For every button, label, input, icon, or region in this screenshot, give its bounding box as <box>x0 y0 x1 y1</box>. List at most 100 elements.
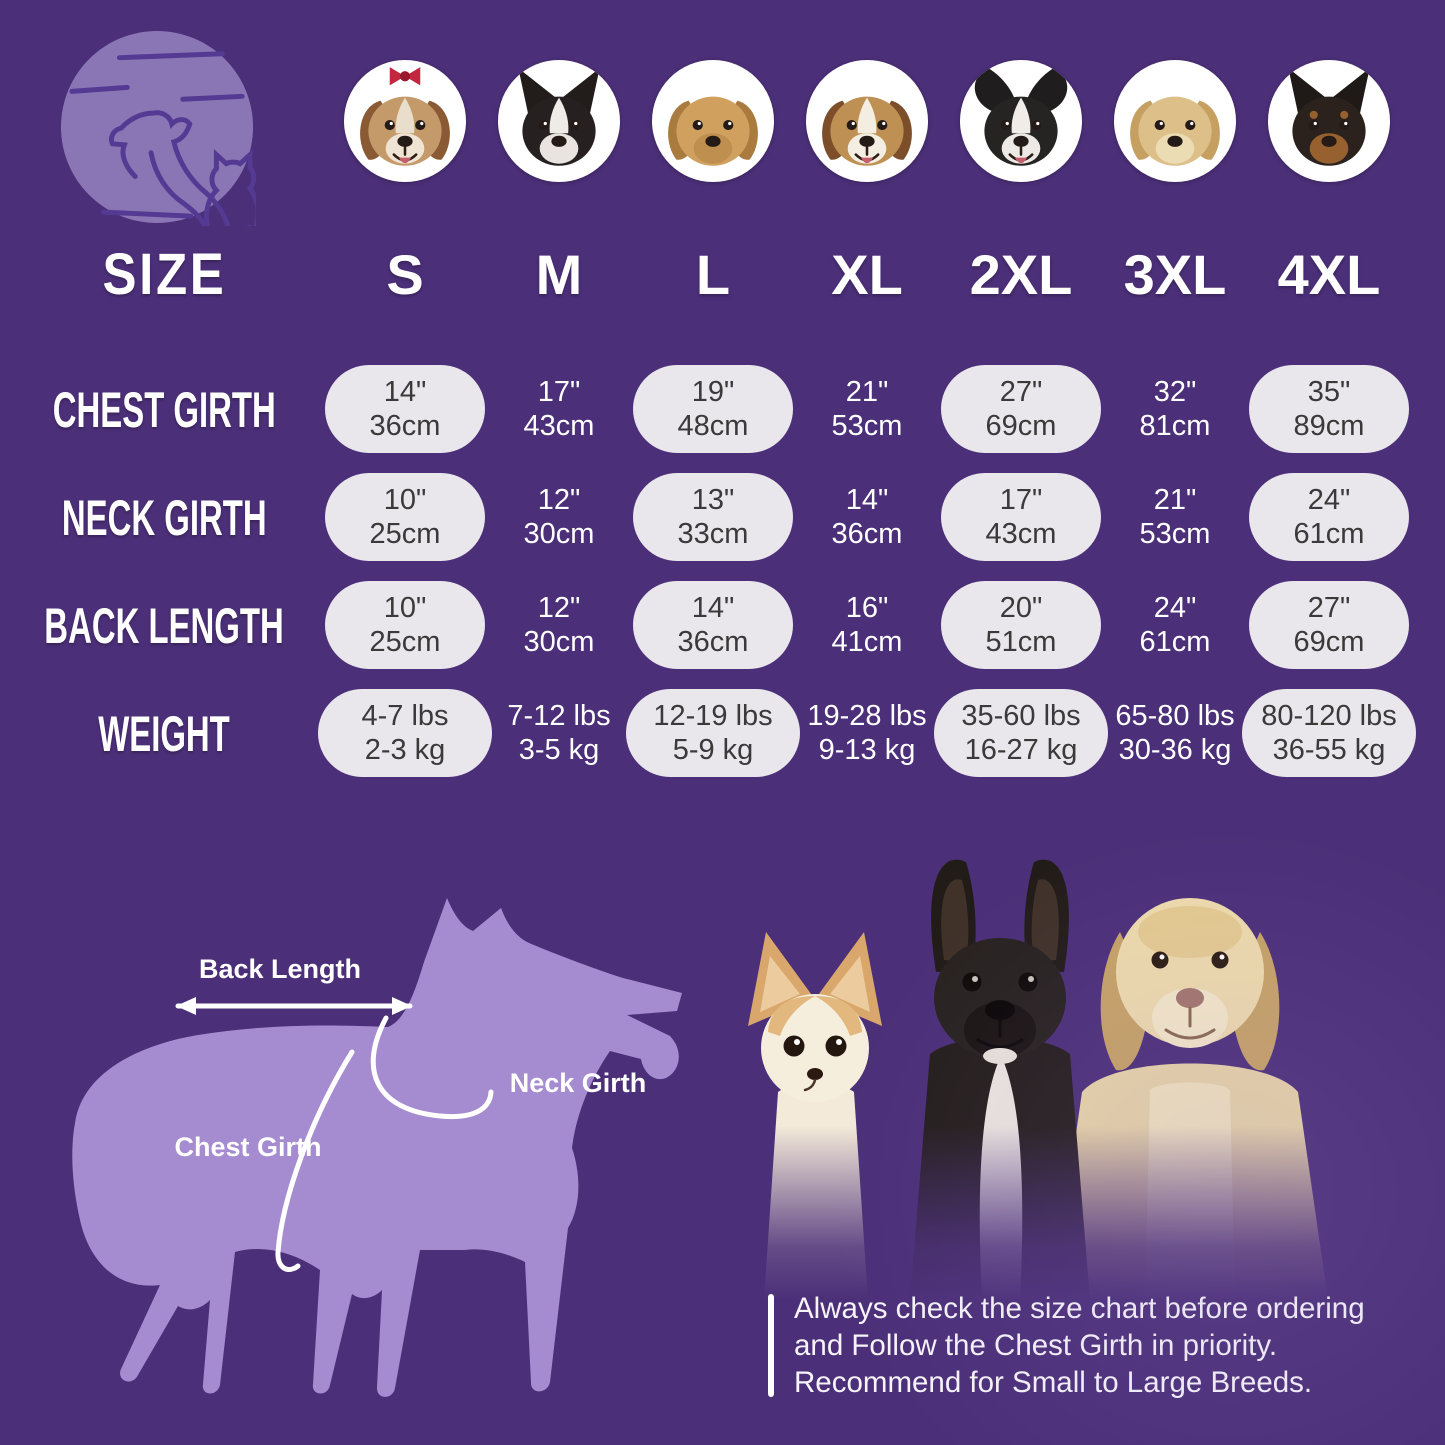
value-imperial: 80-120 lbs <box>1261 700 1397 732</box>
value-imperial: 35" <box>1307 376 1351 408</box>
value-metric: 36cm <box>831 518 903 550</box>
value-metric: 53cm <box>831 410 903 442</box>
value-imperial: 14" <box>691 592 735 624</box>
cell-weight-3xl: 65-80 lbs 30-36 kg <box>1088 689 1262 777</box>
value-imperial: 4-7 lbs <box>361 700 449 732</box>
value-imperial: 12" <box>537 484 581 516</box>
breed-avatar-cocker-spaniel <box>652 60 774 182</box>
cell-weight-l: 12-19 lbs 5-9 kg <box>626 689 800 777</box>
size-header-l: L <box>695 242 731 306</box>
dogs-group-image <box>730 859 1445 1300</box>
value-imperial: 21" <box>1153 484 1197 516</box>
spec-row-neck-girth: NECK GIRTH 10" 25cm 12" 30cm 13" 33cm 14" 36cm 17… <box>0 472 1445 562</box>
value-metric: 30-36 kg <box>1118 734 1232 766</box>
value-imperial: 65-80 lbs <box>1115 700 1235 732</box>
cell-chest-girth-4xl: 35" 89cm <box>1249 365 1409 453</box>
value-metric: 89cm <box>1293 410 1365 442</box>
value-imperial: 13" <box>691 484 735 516</box>
row-label-neck-girth: NECK GIRTH <box>61 488 267 546</box>
row-label-back-length: BACK LENGTH <box>44 596 284 654</box>
cell-back-length-xl: 16" 41cm <box>787 581 947 669</box>
value-imperial: 19" <box>691 376 735 408</box>
value-metric: 43cm <box>985 518 1057 550</box>
spec-row-chest-girth: CHEST GIRTH 14" 36cm 17" 43cm 19" 48cm 21" 53cm 2… <box>0 364 1445 454</box>
value-metric: 81cm <box>1139 410 1211 442</box>
value-imperial: 10" <box>383 484 427 516</box>
cell-chest-girth-m: 17" 43cm <box>479 365 639 453</box>
cell-back-length-s: 10" 25cm <box>325 581 485 669</box>
value-imperial: 16" <box>845 592 889 624</box>
value-metric: 9-13 kg <box>818 734 916 766</box>
value-imperial: 35-60 lbs <box>961 700 1081 732</box>
size-table: SIZE S M L XL 2XL 3XL 4XL CHEST GIRTH 14" 36cm 17… <box>0 238 1445 778</box>
note-line: Always check the size chart before order… <box>794 1292 1365 1325</box>
cell-back-length-3xl: 24" 61cm <box>1095 581 1255 669</box>
value-imperial: 14" <box>383 376 427 408</box>
measurement-diagram: Back Length Neck Girth Chest Girth <box>20 870 780 1445</box>
value-imperial: 27" <box>1307 592 1351 624</box>
neck-girth-label: Neck Girth <box>509 1068 647 1098</box>
value-imperial: 12" <box>537 592 581 624</box>
value-imperial: 7-12 lbs <box>507 700 611 732</box>
spec-row-back-length: BACK LENGTH 10" 25cm 12" 30cm 14" 36cm 16" 41cm 2… <box>0 580 1445 670</box>
dog-silhouette-diagram-icon <box>72 898 682 1397</box>
row-label-chest-girth: CHEST GIRTH <box>52 380 276 438</box>
value-metric: 36cm <box>677 626 749 658</box>
breed-avatar-row <box>344 60 1390 182</box>
size-header-2xl: 2XL <box>969 242 1073 306</box>
spec-row-weight: WEIGHT 4-7 lbs 2-3 kg 7-12 lbs 3-5 kg 12-19 l… <box>0 688 1445 778</box>
value-imperial: 21" <box>845 376 889 408</box>
size-header-s: S <box>386 242 424 306</box>
back-length-label: Back Length <box>198 954 362 984</box>
value-metric: 43cm <box>523 410 595 442</box>
value-imperial: 24" <box>1307 484 1351 516</box>
chest-girth-label: Chest Girth <box>174 1132 322 1162</box>
cell-chest-girth-2xl: 27" 69cm <box>941 365 1101 453</box>
cell-chest-girth-xl: 21" 53cm <box>787 365 947 453</box>
cell-back-length-l: 14" 36cm <box>633 581 793 669</box>
breed-avatar-beagle <box>806 60 928 182</box>
value-metric: 36cm <box>369 410 441 442</box>
value-metric: 5-9 kg <box>672 734 754 766</box>
value-metric: 41cm <box>831 626 903 658</box>
value-metric: 25cm <box>369 626 441 658</box>
value-metric: 61cm <box>1139 626 1211 658</box>
value-imperial: 24" <box>1153 592 1197 624</box>
size-header-3xl: 3XL <box>1123 242 1227 306</box>
cell-neck-girth-xl: 14" 36cm <box>787 473 947 561</box>
note-line: and Follow the Chest Girth in priority. <box>794 1329 1278 1362</box>
value-imperial: 14" <box>845 484 889 516</box>
cell-back-length-4xl: 27" 69cm <box>1249 581 1409 669</box>
cell-weight-s: 4-7 lbs 2-3 kg <box>318 689 492 777</box>
breed-avatar-boston-terrier <box>498 60 620 182</box>
note-line: Recommend for Small to Large Breeds. <box>794 1366 1313 1399</box>
value-metric: 69cm <box>1293 626 1365 658</box>
value-metric: 16-27 kg <box>964 734 1078 766</box>
cell-chest-girth-s: 14" 36cm <box>325 365 485 453</box>
value-imperial: 27" <box>999 376 1043 408</box>
cell-neck-girth-m: 12" 30cm <box>479 473 639 561</box>
value-imperial: 17" <box>999 484 1043 516</box>
value-metric: 3-5 kg <box>518 734 600 766</box>
value-imperial: 12-19 lbs <box>653 700 773 732</box>
value-metric: 36-55 kg <box>1272 734 1386 766</box>
cell-chest-girth-l: 19" 48cm <box>633 365 793 453</box>
breed-avatar-border-collie <box>960 60 1082 182</box>
size-header-4xl: 4XL <box>1277 242 1381 306</box>
note-accent-bar <box>768 1294 774 1397</box>
cell-back-length-2xl: 20" 51cm <box>941 581 1101 669</box>
value-imperial: 10" <box>383 592 427 624</box>
cell-back-length-m: 12" 30cm <box>479 581 639 669</box>
breed-avatar-shih-tzu <box>344 60 466 182</box>
value-metric: 25cm <box>369 518 441 550</box>
value-metric: 51cm <box>985 626 1057 658</box>
value-metric: 30cm <box>523 626 595 658</box>
cell-weight-m: 7-12 lbs 3-5 kg <box>472 689 646 777</box>
cell-weight-4xl: 80-120 lbs 36-55 kg <box>1242 689 1416 777</box>
cell-neck-girth-s: 10" 25cm <box>325 473 485 561</box>
breed-avatar-labrador-retriever <box>1114 60 1236 182</box>
value-imperial: 32" <box>1153 376 1197 408</box>
value-metric: 2-3 kg <box>364 734 446 766</box>
value-metric: 33cm <box>677 518 749 550</box>
cell-weight-2xl: 35-60 lbs 16-27 kg <box>934 689 1108 777</box>
